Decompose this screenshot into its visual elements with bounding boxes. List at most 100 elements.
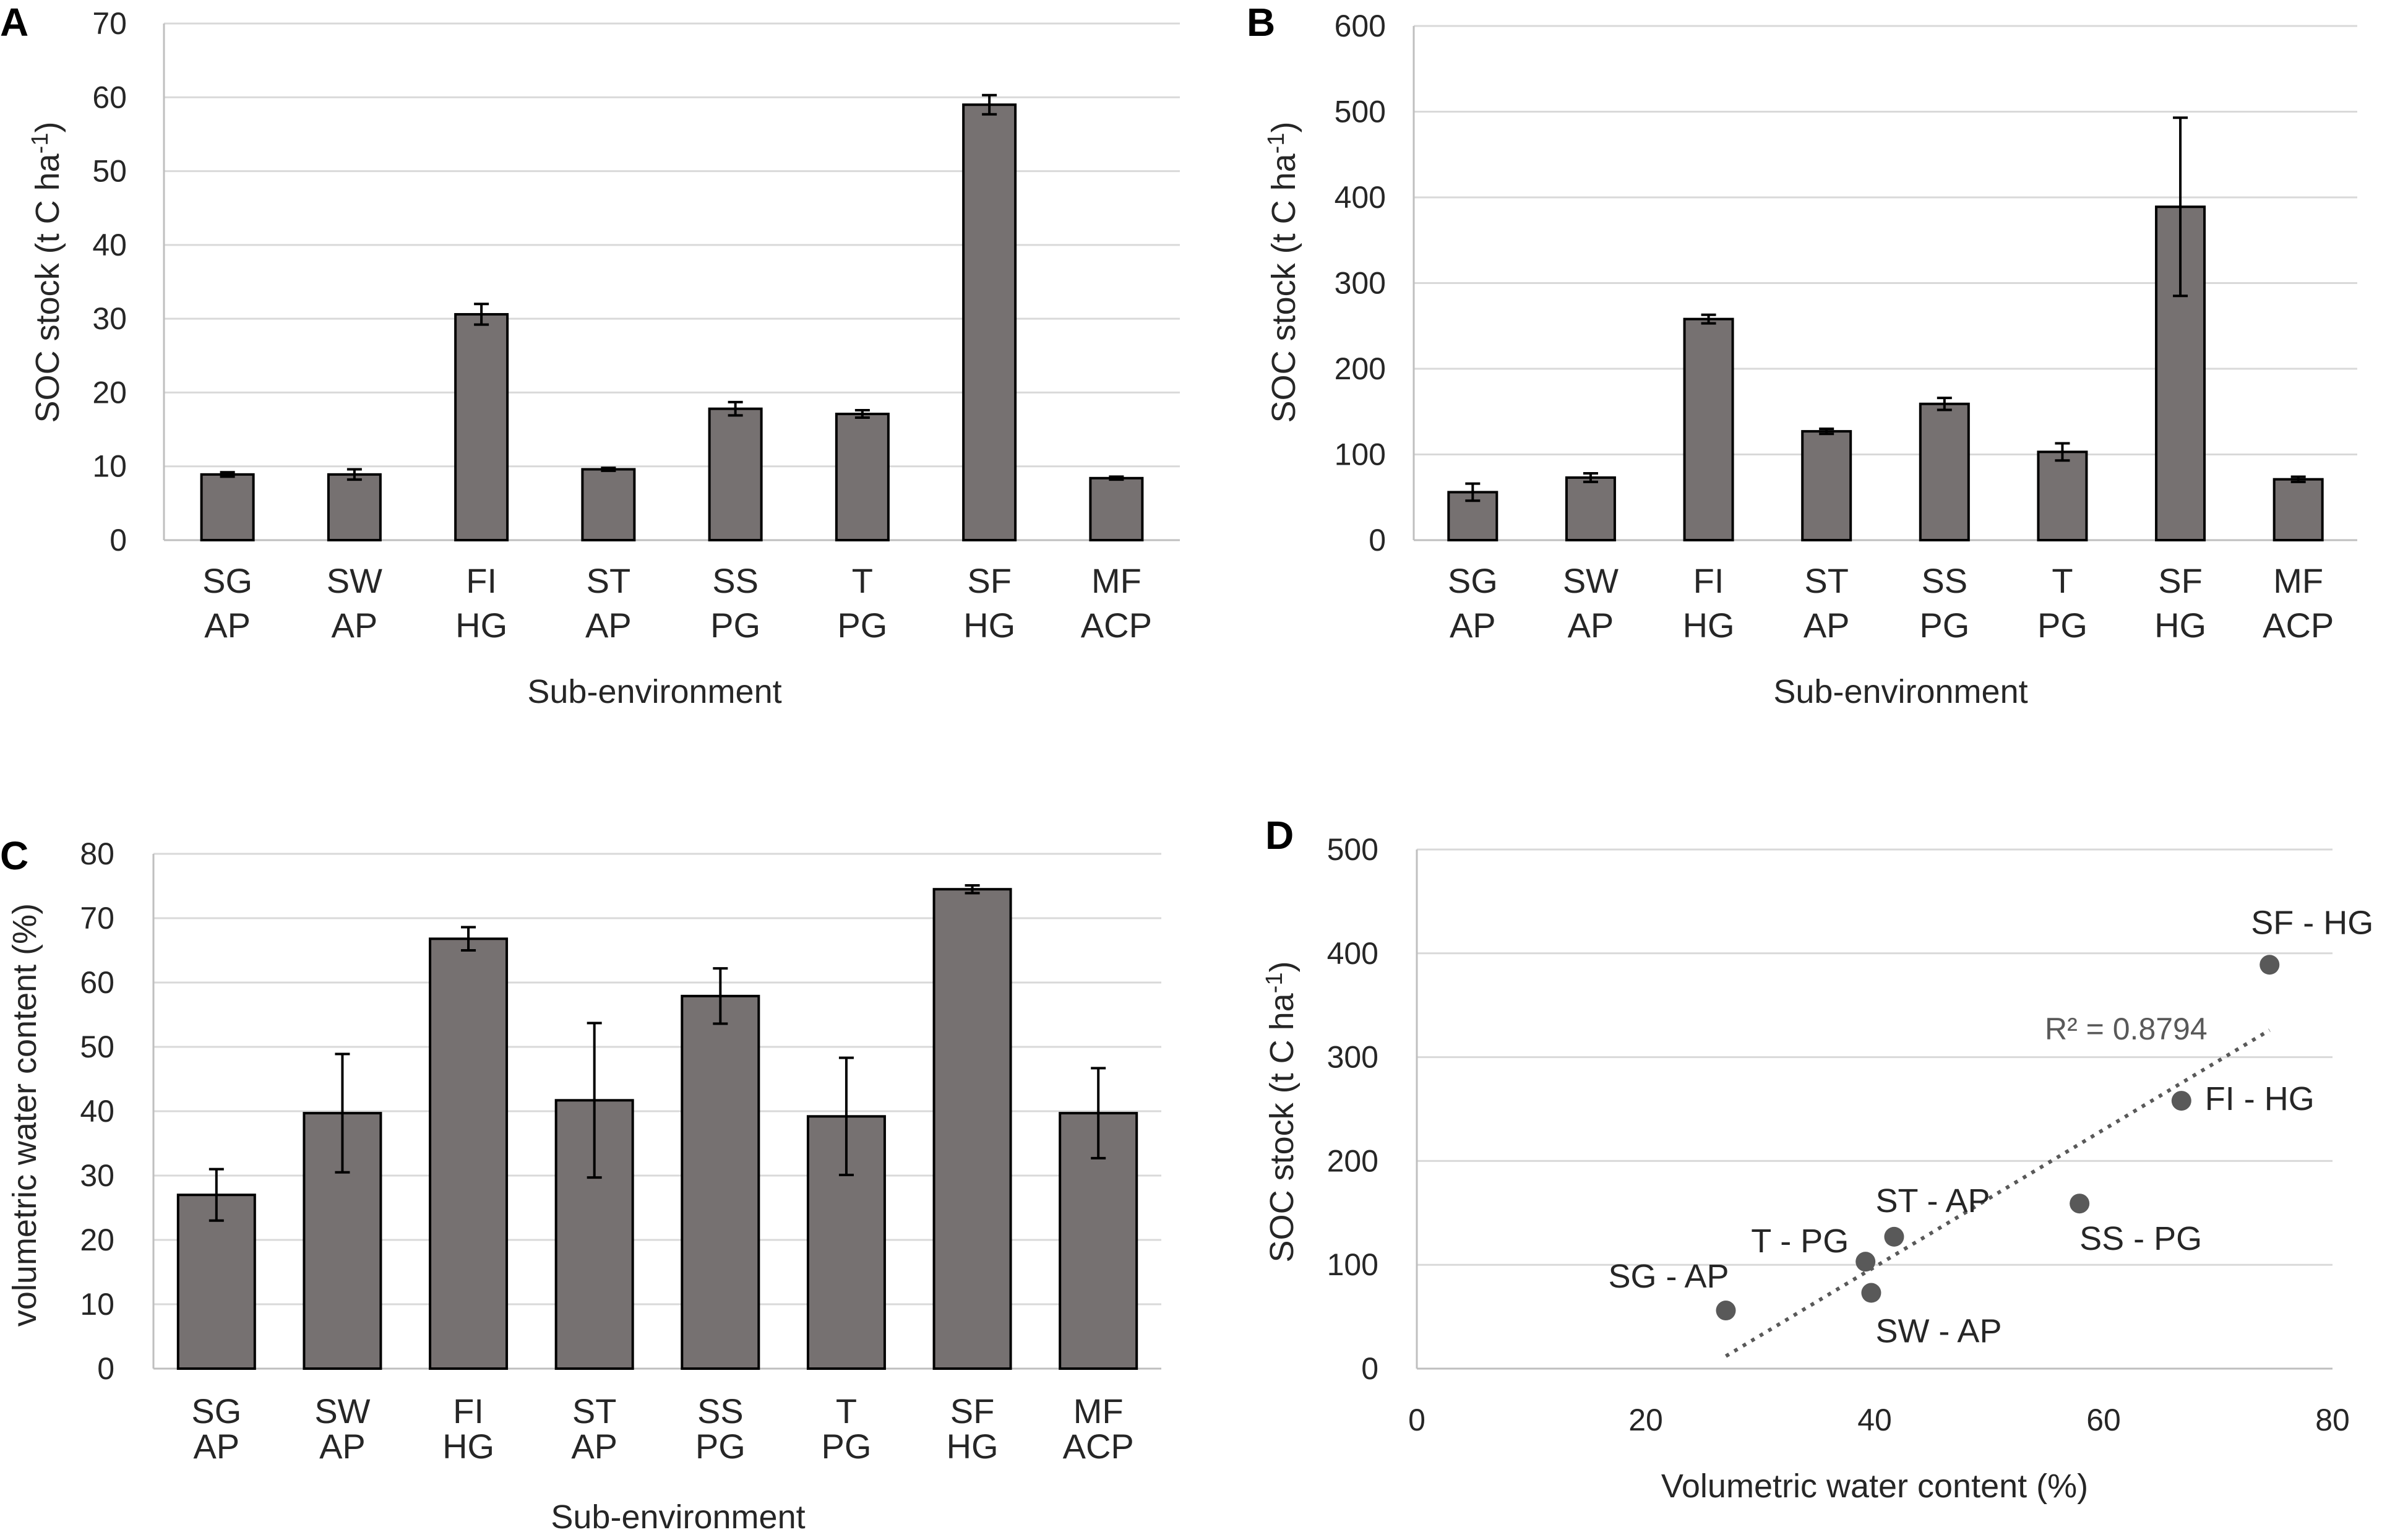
x-tick-label: 20 [1628, 1403, 1663, 1437]
y-tick-label: 0 [1369, 523, 1386, 557]
error-bar [713, 967, 728, 1025]
bar [932, 888, 1012, 1370]
category-label: FI [1693, 561, 1724, 600]
y-tick-label: 0 [1361, 1351, 1378, 1386]
bar [581, 468, 636, 541]
category-label: SW [327, 561, 382, 600]
data-point [2070, 1194, 2090, 1214]
category-label: ACP [1081, 606, 1152, 645]
category-label: SS [712, 561, 759, 600]
category-label: HG [442, 1427, 494, 1466]
y-tick-label: 50 [92, 154, 127, 189]
error-bar [838, 1056, 854, 1176]
category-label: AP [1568, 606, 1614, 645]
category-label: SS [697, 1392, 744, 1430]
error-bar [728, 400, 743, 417]
category-label: SF [967, 561, 1012, 600]
category-label: SG [1448, 561, 1498, 600]
error-bar [601, 467, 616, 472]
category-label: ST [587, 561, 631, 600]
point-label: SG - AP [1609, 1258, 1729, 1295]
y-tick-label: 300 [1335, 266, 1386, 301]
panel-d-trendline-group: R² = 0.8794 [1724, 1012, 2271, 1358]
point-label: FI - HG [2205, 1080, 2315, 1117]
y-tick-label: 200 [1335, 351, 1386, 386]
y-tick-label: 80 [80, 837, 114, 871]
error-bar [587, 1022, 602, 1179]
category-label: T [836, 1392, 857, 1430]
category-label: SW [1563, 561, 1619, 600]
panel-letter-a: A [0, 0, 28, 45]
bar [962, 103, 1017, 541]
y-tick-label: 70 [80, 901, 114, 936]
panel-a-y-axis-title: SOC stock (t C ha-1) [27, 122, 66, 423]
panel-letter-d: D [1265, 813, 1294, 858]
panel-d-points: SG - AP SW - AP FI - HG ST - AP SS - PG T - P… [1609, 904, 2374, 1349]
error-bar [1819, 427, 1834, 436]
y-tick-label: 60 [92, 80, 127, 114]
y-tick-label: 10 [92, 449, 127, 484]
category-label: T [2052, 561, 2073, 600]
y-tick-label: 30 [92, 301, 127, 336]
bar [2272, 478, 2324, 541]
error-bar [335, 1052, 350, 1174]
bar [1919, 402, 1970, 541]
point-label: SS - PG [2079, 1220, 2202, 1257]
y-tick-label: 500 [1335, 95, 1386, 129]
bar [1089, 476, 1144, 541]
r-squared-label: R² = 0.8794 [2045, 1012, 2208, 1046]
y-tick-label: 20 [80, 1223, 114, 1257]
x-tick-label: 80 [2315, 1403, 2350, 1437]
panel-c-bars [176, 884, 1138, 1370]
panel-d-x-axis-title: Volumetric water content (%) [1661, 1468, 2088, 1505]
bar [681, 994, 760, 1370]
point-label: ST - AP [1875, 1182, 1990, 1220]
y-tick-label: 200 [1327, 1143, 1378, 1178]
y-tick-label: 50 [80, 1030, 114, 1064]
category-label: HG [2154, 606, 2206, 645]
y-tick-label: 40 [80, 1094, 114, 1129]
data-point [1716, 1301, 1736, 1321]
bar [1683, 317, 1734, 541]
error-bar [461, 926, 476, 952]
y-tick-label: 30 [80, 1158, 114, 1193]
panel-b-soc-stock-bar-chart: B 0 100 200 300 400 500 600 SG AP SW AP FI HG ST AP SS… [1247, 0, 2357, 710]
category-label: AP [1450, 606, 1496, 645]
error-bar [474, 303, 489, 326]
category-label: PG [821, 1427, 871, 1466]
y-tick-label: 500 [1327, 832, 1378, 867]
category-label: PG [837, 606, 887, 645]
bar [2155, 205, 2206, 541]
error-bar [982, 93, 997, 116]
x-tick-label: 0 [1408, 1403, 1425, 1437]
category-label: MF [1073, 1392, 1124, 1430]
category-label: PG [710, 606, 760, 645]
panel-d-scatter-plot: D 0 100 200 300 400 500 0 20 40 60 80 R² = 0.8794… [1262, 813, 2373, 1505]
panel-a-x-axis-title: Sub-environment [527, 673, 781, 710]
category-label: SG [191, 1392, 241, 1430]
x-tick-label: 60 [2086, 1403, 2121, 1437]
category-label: AP [193, 1427, 239, 1466]
data-point [2259, 955, 2280, 975]
panel-d-x-axis: 0 20 40 60 80 [1408, 1403, 2350, 1437]
category-label: SF [950, 1392, 995, 1430]
category-label: SF [2158, 561, 2203, 600]
error-bar [220, 471, 235, 478]
point-label: SW - AP [1875, 1313, 2001, 1350]
category-label: SW [314, 1392, 370, 1430]
y-tick-label: 0 [110, 523, 127, 557]
panel-d-y-axis: 0 100 200 300 400 500 [1327, 832, 2333, 1386]
category-label: AP [571, 1427, 617, 1466]
error-bar [346, 468, 362, 481]
panel-a-y-axis: 0 10 20 30 40 50 60 70 [92, 6, 1180, 557]
panel-c-y-axis-title: volumetric water content (%) [6, 903, 43, 1327]
error-bar [1583, 471, 1598, 483]
category-label: SG [202, 561, 252, 600]
category-label: HG [947, 1427, 999, 1466]
y-tick-label: 70 [92, 6, 127, 41]
panel-b-y-axis-title: SOC stock (t C ha-1) [1263, 122, 1302, 423]
category-label: FI [466, 561, 497, 600]
